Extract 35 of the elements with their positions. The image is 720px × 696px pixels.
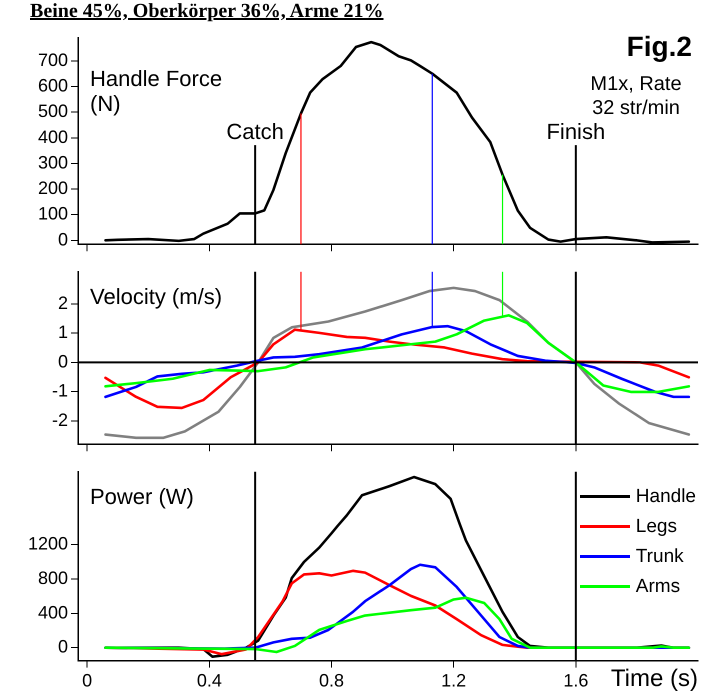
chart-title: Beine 45%, Oberkörper 36%, Arme 21% <box>30 0 384 23</box>
y-axis-title: Velocity (m/s) <box>90 284 222 310</box>
y-tick-label: 600 <box>38 75 68 96</box>
annotation: M1x, Rate 32 str/min <box>589 72 683 120</box>
legend-label: Legs <box>636 516 677 538</box>
annotation: Fig.2 <box>626 30 692 64</box>
y-tick-label: 800 <box>38 568 68 588</box>
y-tick-label: 300 <box>38 152 68 172</box>
x-tick-label: 0.4 <box>196 670 222 690</box>
y-tick-label: 0 <box>58 636 68 657</box>
legend-label: Trunk <box>636 546 684 568</box>
y-tick-label: 200 <box>38 178 68 198</box>
y-tick-label: 1 <box>58 322 68 342</box>
y-tick-label: 1200 <box>28 534 68 554</box>
x-tick-label: 1.6 <box>563 670 588 690</box>
x-tick-label: 0 <box>82 670 92 690</box>
y-tick-label: 700 <box>38 50 68 70</box>
y-tick-label: 500 <box>38 101 68 122</box>
x-tick-label: 1.2 <box>441 670 466 690</box>
y-tick-label: 100 <box>38 204 68 224</box>
ref-line-label: Finish <box>546 119 606 144</box>
y-tick-label: 0 <box>58 229 68 250</box>
y-tick-label: 400 <box>38 126 68 147</box>
y-tick-label: 0 <box>58 351 68 372</box>
legend-label: Arms <box>636 576 680 598</box>
x-axis-title: Time (s) <box>610 665 698 692</box>
y-tick-label: 2 <box>58 292 68 313</box>
y-axis-title: Power (W) <box>90 484 194 510</box>
ref-line-label: Catch <box>226 119 284 144</box>
y-axis-title: Handle Force (N) <box>90 66 224 116</box>
y-tick-label: -1 <box>52 380 68 401</box>
y-tick-label: 400 <box>38 602 68 622</box>
legend-label: Handle <box>636 486 696 508</box>
y-tick-label: -2 <box>52 410 68 430</box>
x-tick-label: 0.8 <box>318 670 344 690</box>
